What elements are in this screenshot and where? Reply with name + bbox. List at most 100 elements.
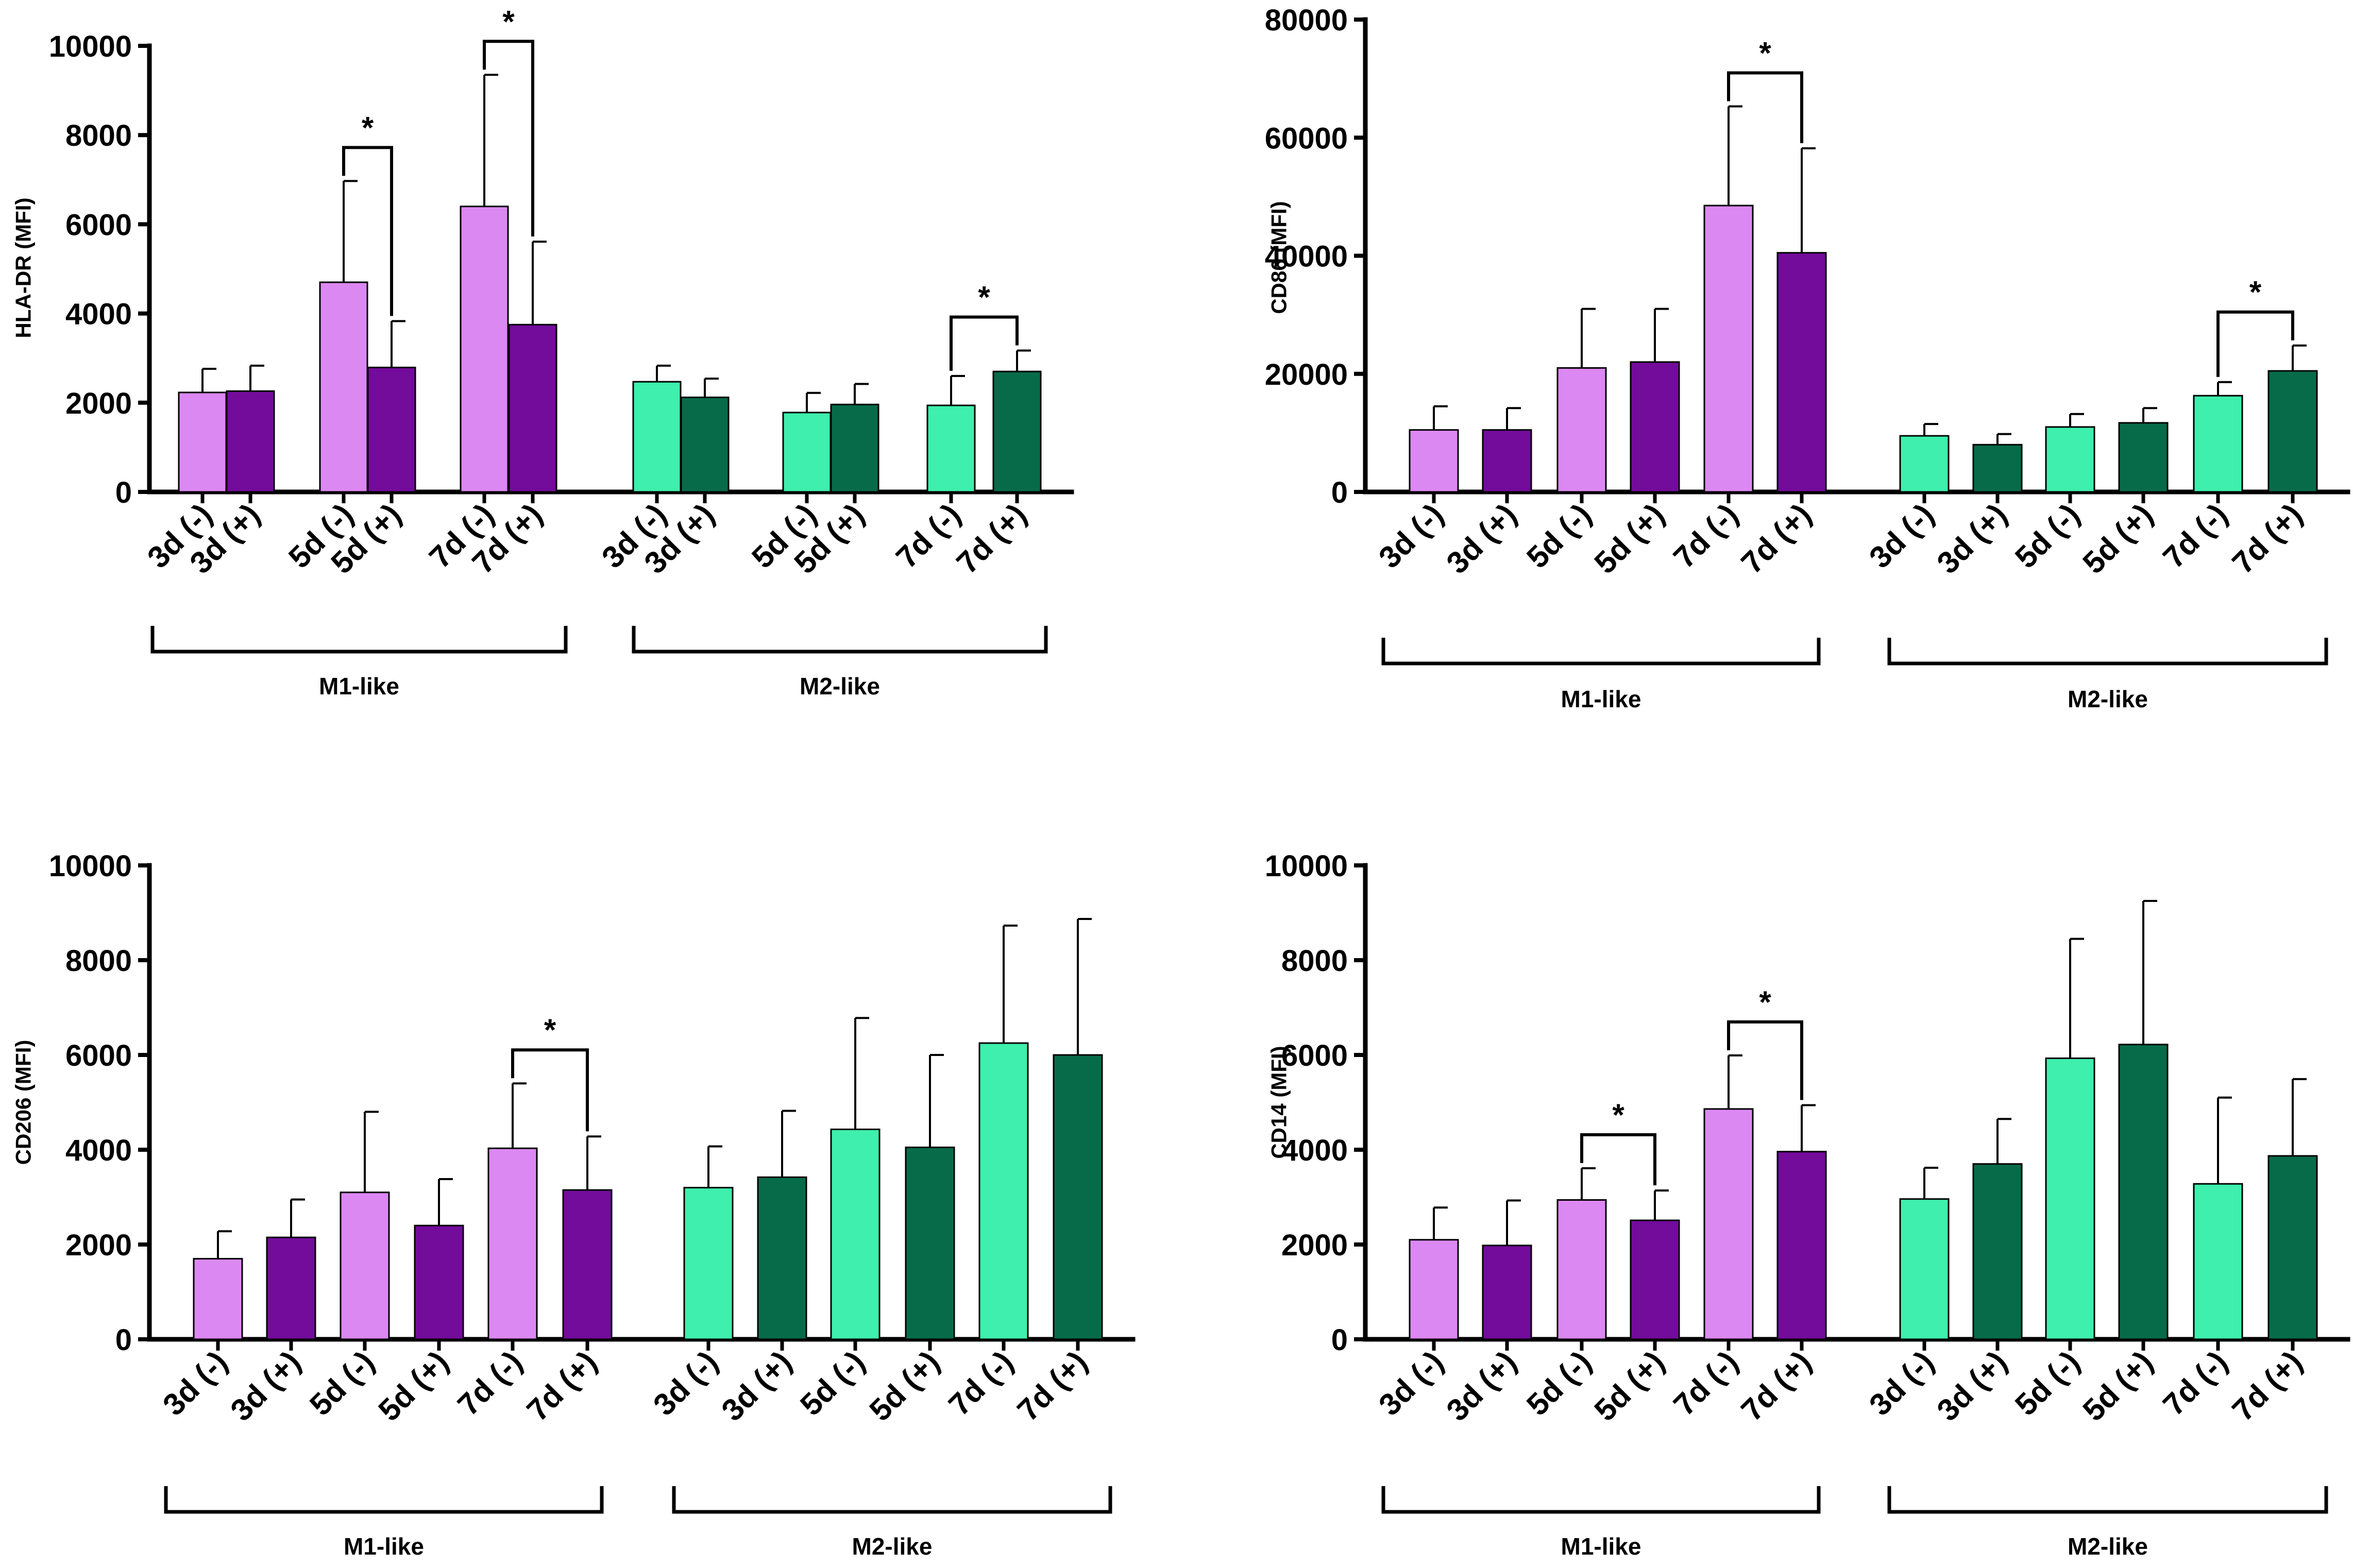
group-bracket	[164, 1486, 604, 1514]
y-tick-label: 40000	[1265, 240, 1348, 274]
bar	[992, 370, 1042, 493]
bar	[266, 1236, 316, 1340]
y-tick-label: 80000	[1265, 4, 1348, 37]
y-tick-label: 0	[1331, 1323, 1348, 1357]
group-label: M2-like	[800, 673, 880, 700]
y-tick-label: 4000	[65, 298, 132, 331]
bar	[1556, 367, 1607, 493]
bar	[340, 1191, 390, 1340]
y-tick-label: 4000	[65, 1134, 132, 1167]
bar	[1972, 1163, 2023, 1340]
bar	[830, 403, 879, 493]
significance-bracket	[2216, 310, 2294, 377]
bar	[2267, 370, 2318, 493]
bar	[680, 396, 730, 493]
bar	[178, 391, 227, 493]
significance-star: *	[2249, 275, 2262, 310]
bar	[2118, 422, 2169, 493]
bar	[1409, 1239, 1459, 1340]
y-axis-title: CD14 (MFI)	[1267, 1046, 1291, 1158]
group-label: M1-like	[1561, 686, 1641, 712]
significance-star: *	[362, 110, 374, 145]
bar	[1899, 435, 1950, 493]
bar	[1630, 1219, 1680, 1340]
bar	[226, 390, 275, 493]
significance-star: *	[502, 4, 515, 39]
significance-bracket	[483, 40, 534, 237]
bar	[2045, 426, 2095, 493]
bar	[1556, 1199, 1607, 1340]
y-tick-label: 0	[115, 1323, 132, 1357]
y-tick-label: 8000	[65, 119, 132, 152]
bar	[367, 366, 416, 493]
significance-star: *	[544, 1013, 556, 1047]
significance-star: *	[978, 280, 990, 314]
group-bracket	[632, 626, 1048, 654]
group-label: M2-like	[2068, 1533, 2148, 1560]
y-axis-title: HLA-DR (MFI)	[11, 198, 36, 338]
y-axis-title: CD86 (MFI)	[1267, 201, 1291, 314]
y-tick-label: 60000	[1265, 122, 1348, 155]
bar	[1776, 1151, 1827, 1340]
bar	[562, 1189, 613, 1340]
y-tick-label: 0	[1331, 476, 1348, 509]
bar	[1776, 252, 1827, 493]
bar	[1703, 1108, 1754, 1340]
significance-bracket	[950, 315, 1019, 371]
group-label: M2-like	[852, 1533, 933, 1560]
significance-bracket	[342, 146, 393, 316]
group-label: M1-like	[1561, 1533, 1641, 1560]
bar	[2193, 395, 2243, 493]
bar	[632, 381, 682, 493]
significance-bracket	[1580, 1133, 1656, 1186]
group-bracket	[1381, 1486, 1821, 1514]
bar	[460, 206, 509, 493]
bar	[1409, 429, 1459, 493]
y-tick-label: 20000	[1265, 358, 1348, 391]
bar	[978, 1042, 1029, 1340]
bar	[782, 412, 832, 493]
group-label: M2-like	[2068, 686, 2148, 712]
bar	[414, 1224, 464, 1340]
significance-star: *	[1612, 1098, 1624, 1132]
y-tick-label: 10000	[1265, 849, 1348, 883]
bar	[1630, 361, 1680, 493]
y-tick-label: 2000	[1281, 1229, 1348, 1262]
bar	[757, 1176, 807, 1340]
bar	[1972, 444, 2023, 493]
bar	[193, 1258, 243, 1340]
group-label: M1-like	[344, 1533, 424, 1560]
y-tick-label: 8000	[1281, 944, 1348, 978]
y-axis-title: CD206 (MFI)	[11, 1040, 36, 1165]
bar	[1053, 1054, 1103, 1340]
group-bracket	[672, 1486, 1112, 1514]
bar	[319, 281, 368, 493]
bar	[2267, 1155, 2318, 1340]
bar	[830, 1128, 881, 1340]
bar	[508, 323, 557, 493]
group-bracket	[150, 626, 568, 654]
significance-bracket	[1727, 1020, 1803, 1100]
group-bracket	[1381, 638, 1821, 666]
significance-star: *	[1759, 985, 1771, 1019]
bar	[2045, 1057, 2095, 1340]
bar	[1482, 1245, 1532, 1340]
y-tick-label: 6000	[65, 1039, 132, 1072]
significance-bracket	[1727, 71, 1803, 143]
y-tick-label: 6000	[65, 208, 132, 242]
y-tick-label: 6000	[1281, 1039, 1348, 1072]
y-tick-label: 4000	[1281, 1134, 1348, 1167]
y-tick-label: 10000	[49, 849, 132, 883]
y-tick-label: 8000	[65, 944, 132, 978]
bar	[1703, 204, 1754, 493]
bar	[905, 1146, 955, 1340]
significance-star: *	[1759, 36, 1771, 70]
bar	[487, 1147, 538, 1340]
y-tick-label: 2000	[65, 1229, 132, 1262]
y-tick-label: 0	[115, 476, 132, 509]
y-tick-label: 10000	[49, 30, 132, 63]
bar	[1482, 429, 1532, 493]
significance-bracket	[511, 1048, 589, 1132]
bar	[1899, 1198, 1950, 1340]
